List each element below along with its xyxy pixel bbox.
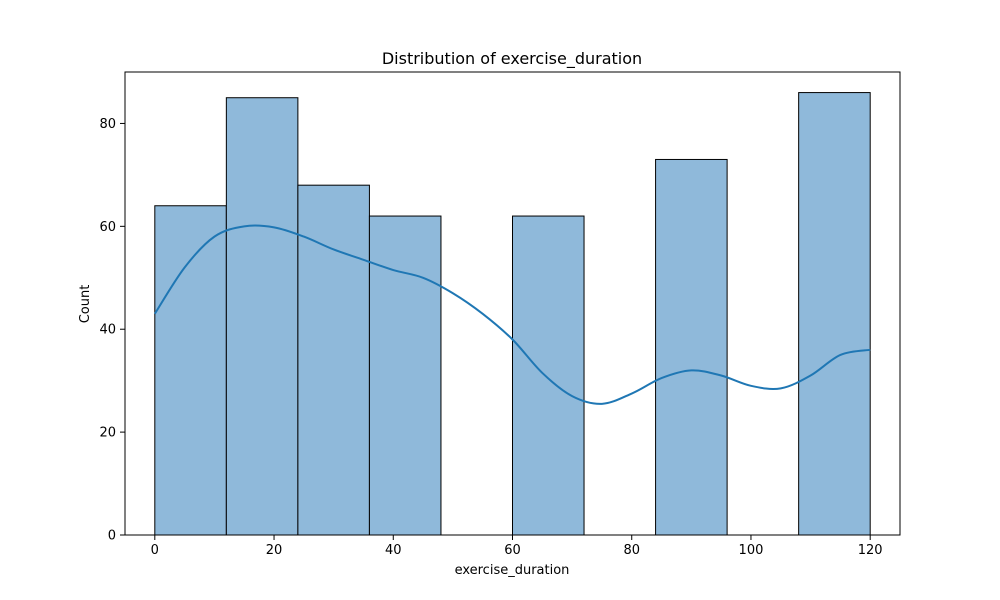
y-tick-label: 60 — [99, 220, 116, 235]
x-tick-label: 40 — [385, 543, 402, 558]
x-tick-label: 60 — [504, 543, 521, 558]
histogram-bar-1 — [225, 97, 299, 536]
y-tick-label: 40 — [99, 323, 116, 338]
histogram-bar-3 — [368, 215, 442, 536]
histogram-bars — [154, 92, 871, 536]
histogram-bar-5 — [512, 215, 585, 536]
x-tick-label: 120 — [858, 543, 883, 558]
chart-title: Distribution of exercise_duration — [382, 49, 642, 69]
x-tick-label: 20 — [266, 543, 283, 558]
x-tick-label: 0 — [151, 543, 159, 558]
x-axis-ticks: 0 20 40 60 80 100 120 — [151, 535, 883, 558]
y-tick-label: 20 — [99, 426, 116, 441]
histogram-bar-9 — [798, 92, 871, 536]
y-tick-label: 0 — [108, 529, 116, 544]
histogram-bar-7 — [655, 158, 728, 536]
kde-curve — [153, 224, 871, 405]
y-axis-ticks: 0 20 40 60 80 — [99, 117, 125, 544]
y-tick-label: 80 — [99, 117, 116, 132]
kde-curve-group — [153, 224, 871, 405]
y-axis-label: Count — [78, 285, 93, 324]
x-tick-label: 80 — [623, 543, 640, 558]
x-tick-label: 100 — [739, 543, 764, 558]
histogram-bar-0 — [154, 205, 227, 536]
x-axis-label: exercise_duration — [455, 563, 570, 578]
histogram-bar-2 — [297, 184, 370, 536]
